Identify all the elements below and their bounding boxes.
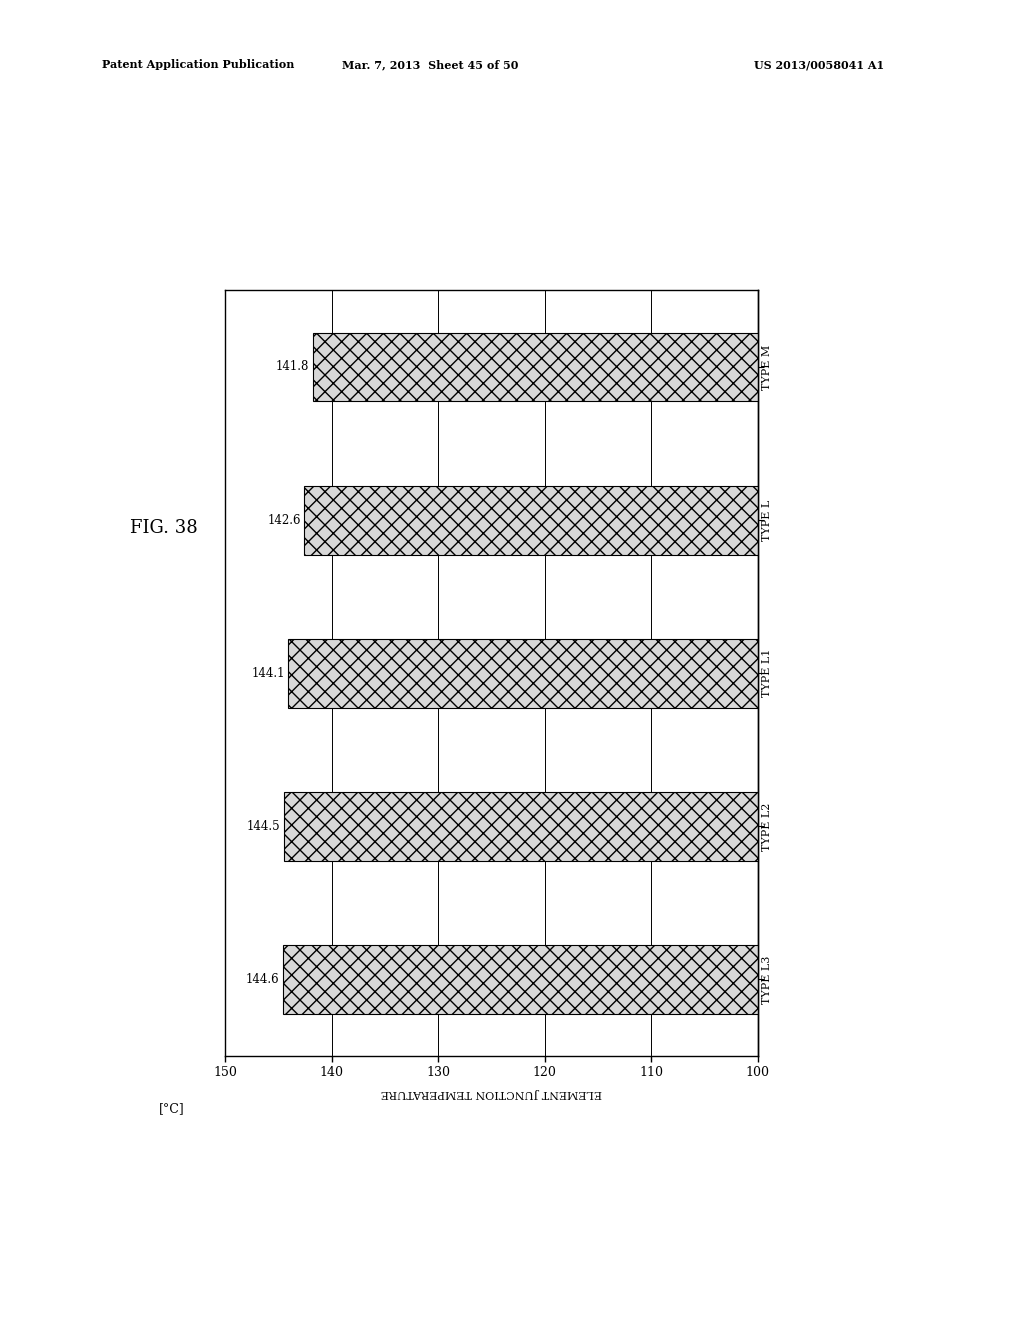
X-axis label: ELEMENT JUNCTION TEMPERATURE: ELEMENT JUNCTION TEMPERATURE bbox=[381, 1088, 602, 1098]
Bar bbox=[312, 333, 758, 401]
Bar bbox=[283, 945, 758, 1014]
Bar bbox=[288, 639, 758, 708]
Text: [°C]: [°C] bbox=[159, 1102, 185, 1115]
Text: 144.1: 144.1 bbox=[252, 667, 285, 680]
Text: FIG. 38: FIG. 38 bbox=[130, 519, 198, 537]
Text: Patent Application Publication: Patent Application Publication bbox=[102, 59, 295, 70]
Text: US 2013/0058041 A1: US 2013/0058041 A1 bbox=[754, 59, 885, 70]
Text: 144.5: 144.5 bbox=[247, 820, 281, 833]
Bar bbox=[284, 792, 758, 861]
Text: 141.8: 141.8 bbox=[276, 360, 309, 374]
Bar bbox=[304, 486, 758, 554]
Text: 142.6: 142.6 bbox=[267, 513, 301, 527]
Text: 144.6: 144.6 bbox=[246, 973, 280, 986]
Text: Mar. 7, 2013  Sheet 45 of 50: Mar. 7, 2013 Sheet 45 of 50 bbox=[342, 59, 518, 70]
